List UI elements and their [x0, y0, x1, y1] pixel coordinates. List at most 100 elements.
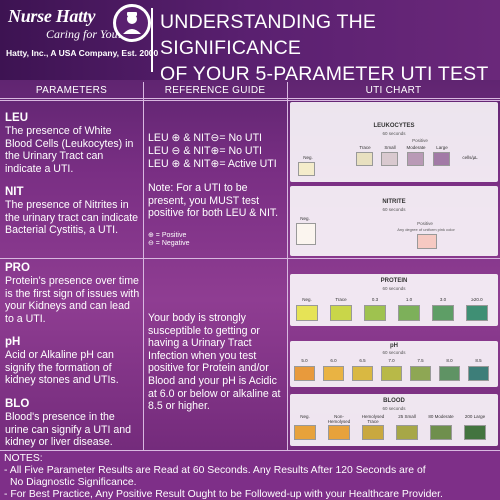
param-ph-title: pH [5, 336, 21, 348]
brand-name: Nurse Hatty [8, 6, 96, 26]
nit-swatch [417, 234, 437, 249]
param-leu-desc: The presence of White Blood Cells (Leuko… [5, 125, 134, 175]
page-title: UNDERSTANDING THE SIGNIFICANCE OF YOUR 5… [160, 9, 498, 87]
brand-tagline: Caring for You! [46, 27, 122, 41]
ph-swatch [468, 366, 489, 381]
param-leu-title: LEU [5, 112, 28, 124]
blo-label: 200 Large [464, 414, 486, 419]
ph-title: pH [390, 343, 398, 349]
blo-label: Neg. [300, 414, 310, 419]
ph-swatch [323, 366, 344, 381]
header-divider [151, 8, 153, 72]
nitrite-pos-note: Any degree of uniform pink color [397, 227, 455, 232]
leu-swatch [433, 152, 450, 166]
pro-label: ≥20.0 [471, 297, 483, 302]
pro-swatch [432, 305, 454, 321]
ref-legend-positive: ⊕ = Positive [148, 232, 187, 239]
grid-line [0, 258, 500, 259]
column-header-chart: UTI CHART [287, 82, 500, 99]
pro-swatch [296, 305, 318, 321]
leukocytes-sub: 60 seconds [382, 131, 406, 136]
ph-label: 7.5 [417, 358, 424, 363]
pro-label: Trace [335, 297, 347, 302]
ph-sub: 60 seconds [382, 350, 406, 355]
leu-label: Moderate [406, 145, 426, 150]
leukocytes-title: LEUKOCYTES [373, 123, 415, 129]
ph-label: 6.5 [359, 358, 366, 363]
leukocytes-panel [290, 102, 498, 182]
blo-label: 80 Moderate [428, 414, 454, 419]
blo-swatch [464, 425, 486, 440]
leu-swatch [298, 162, 315, 176]
pro-swatch [364, 305, 386, 321]
blo-swatch [396, 425, 418, 440]
nitrite-sub: 60 seconds [382, 207, 406, 212]
notes-line-3: - For Best Practice, Any Positive Result… [4, 489, 443, 500]
ref-blood-note: Your body is strongly susceptible to get… [148, 312, 281, 413]
column-header-parameters: PARAMETERS [0, 82, 143, 99]
param-blo-title: BLO [5, 398, 30, 410]
param-nit-desc: The presence of Nitrites in the urinary … [5, 199, 139, 237]
param-pro-desc: Protein's presence over time is the firs… [5, 275, 140, 325]
header: Nurse Hatty Caring for You! Hatty, Inc.,… [0, 0, 500, 85]
leu-swatch [356, 152, 373, 166]
param-pro-title: PRO [5, 262, 30, 274]
blo-label: 25 Small [398, 414, 416, 419]
company-line: Hatty, Inc., A USA Company, Est. 2000 [6, 48, 159, 58]
ref-rule-3: LEU ⊕ & NIT⊕= Active UTI [148, 158, 277, 170]
pro-label: 1.0 [405, 297, 413, 302]
protein-sub: 60 seconds [382, 286, 406, 291]
notes-heading: NOTES: [4, 453, 43, 464]
pro-label: 3.0 [439, 297, 447, 302]
protein-panel [290, 274, 498, 326]
nit-swatch [296, 223, 316, 245]
blood-sub: 60 seconds [382, 406, 406, 411]
nurse-logo-icon [113, 4, 151, 42]
leu-swatch [381, 152, 398, 166]
leu-label: Small [384, 145, 396, 150]
nitrite-title: NITRITE [382, 199, 406, 205]
ph-label: 5.0 [301, 358, 308, 363]
notes-line-2: No Diagnostic Significance. [10, 477, 137, 488]
nitrite-positive-label: Positive [417, 221, 433, 226]
ref-note: Note: For a UTI to be present, you MUST … [148, 182, 279, 220]
ph-swatch [352, 366, 373, 381]
notes: NOTES: - All Five Parameter Results are … [0, 451, 500, 500]
blo-label: Hemolysed Trace [361, 414, 385, 424]
grid-line [0, 450, 500, 451]
title-line-1: UNDERSTANDING THE SIGNIFICANCE [160, 11, 377, 59]
leu-label: Large [436, 145, 448, 150]
leukocytes-positive-label: Positive [412, 138, 428, 143]
leu-label: Neg. [303, 155, 313, 160]
leu-label: Trace [359, 145, 371, 150]
param-ph-desc: Acid or Alkaline pH can signify the form… [5, 349, 119, 387]
grid-line [287, 82, 288, 450]
ph-label: 8.0 [446, 358, 453, 363]
ph-swatch [294, 366, 315, 381]
protein-title: PROTEIN [380, 278, 408, 284]
notes-line-1: - All Five Parameter Results are Read at… [4, 465, 426, 476]
ph-label: 6.0 [330, 358, 337, 363]
param-blo-desc: Blood's presence in the urine can signif… [5, 411, 132, 449]
pro-swatch [330, 305, 352, 321]
grid-line [143, 82, 144, 450]
ph-swatch [410, 366, 431, 381]
nitrite-panel [290, 186, 498, 256]
blo-swatch [328, 425, 350, 440]
ph-label: 7.0 [388, 358, 395, 363]
column-header-reference: REFERENCE GUIDE [143, 82, 287, 99]
blo-swatch [430, 425, 452, 440]
ref-rule-2: LEU ⊖ & NIT⊕= No UTI [148, 145, 263, 157]
nit-label: Neg. [300, 216, 310, 221]
pro-swatch [398, 305, 420, 321]
blo-swatch [294, 425, 316, 440]
pro-label: 0.3 [371, 297, 379, 302]
ref-legend-negative: ⊖ = Negative [148, 240, 190, 247]
blo-swatch [362, 425, 384, 440]
blood-title: BLOOD [383, 398, 405, 404]
ph-swatch [439, 366, 460, 381]
pro-label: Neg. [302, 297, 312, 302]
title-line-2: OF YOUR 5-PARAMETER UTI TEST [160, 63, 489, 85]
leu-unit: cells/µL [462, 155, 478, 160]
